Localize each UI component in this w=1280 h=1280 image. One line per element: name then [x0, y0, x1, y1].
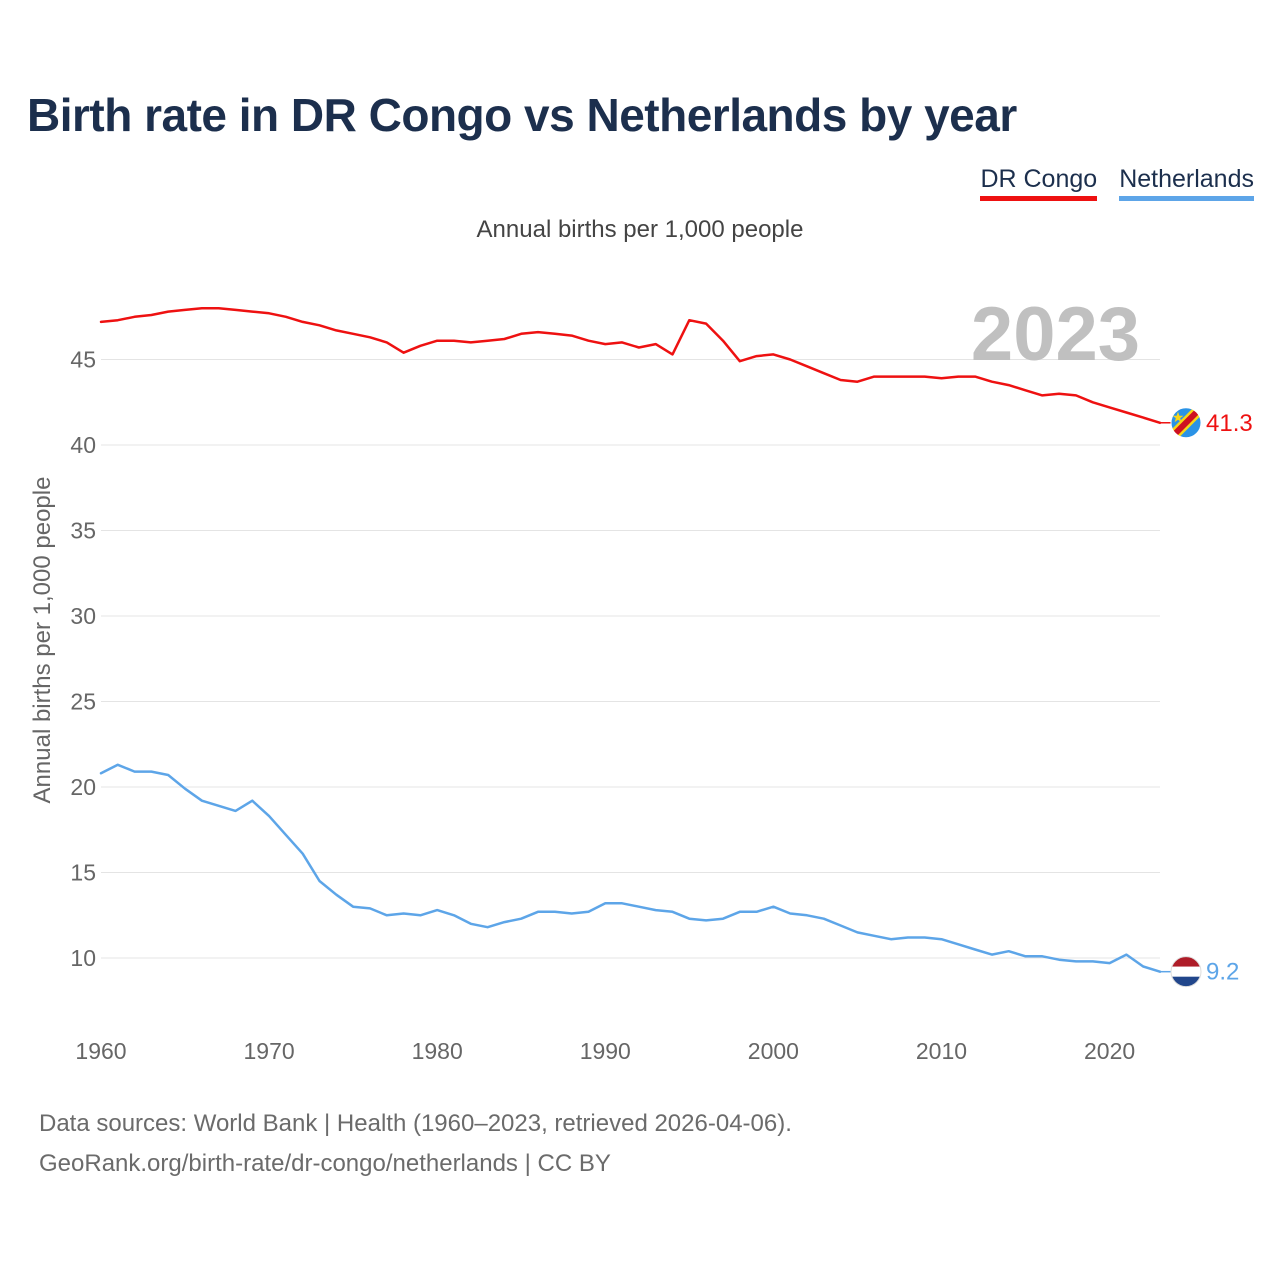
series-line-netherlands: [99, 763, 1162, 973]
y-tick-label-35: 35: [70, 518, 96, 544]
x-tick-label-2000: 2000: [748, 1038, 799, 1064]
chart-legend: DR Congo Netherlands: [980, 164, 1254, 201]
y-axis-label: Annual births per 1,000 people: [29, 477, 56, 804]
grid-layer: [101, 359, 1160, 959]
legend-item-dr-congo[interactable]: DR Congo: [980, 164, 1098, 201]
series-layer: [99, 306, 1162, 973]
x-tick-label-2020: 2020: [1084, 1038, 1135, 1064]
footer-sources: Data sources: World Bank | Health (1960–…: [39, 1110, 792, 1137]
year-watermark: 2023: [971, 292, 1140, 377]
y-tick-label-20: 20: [70, 774, 96, 800]
netherlands-flag-icon: [1170, 956, 1202, 988]
y-tick-label-10: 10: [70, 945, 96, 971]
x-tick-label-1970: 1970: [244, 1038, 295, 1064]
footer: Data sources: World Bank | Health (1960–…: [39, 1104, 792, 1184]
y-tick-label-45: 45: [70, 347, 96, 373]
legend-item-netherlands[interactable]: Netherlands: [1119, 164, 1254, 201]
y-tick-label-30: 30: [70, 603, 96, 629]
chart-title: Birth rate in DR Congo vs Netherlands by…: [27, 89, 1017, 141]
y-tick-label-40: 40: [70, 432, 96, 458]
series-line-dr-congo: [99, 306, 1162, 425]
x-tick-label-1990: 1990: [580, 1038, 631, 1064]
line-chart: 10 15 20 25 30 35 40 45 1960 1970 1980 1990 2000 2010…: [29, 292, 1253, 1065]
end-value-label-dr-congo: 41.3: [1206, 410, 1253, 437]
footer-link[interactable]: GeoRank.org/birth-rate/dr-congo/netherla…: [39, 1150, 611, 1177]
dr-congo-flag-icon: [1170, 407, 1202, 439]
y-tick-label-25: 25: [70, 689, 96, 715]
chart-subtitle: Annual births per 1,000 people: [476, 216, 804, 243]
x-tick-label-1980: 1980: [412, 1038, 463, 1064]
x-tick-label-2010: 2010: [916, 1038, 967, 1064]
end-value-label-netherlands: 9.2: [1206, 959, 1239, 986]
x-tick-label-1960: 1960: [75, 1038, 126, 1064]
axis-layer: 10 15 20 25 30 35 40 45 1960 1970 1980 1990 2000 2010…: [70, 347, 1135, 1065]
y-tick-label-15: 15: [70, 860, 96, 886]
marker-layer: 41.3 9.2: [1160, 407, 1253, 988]
